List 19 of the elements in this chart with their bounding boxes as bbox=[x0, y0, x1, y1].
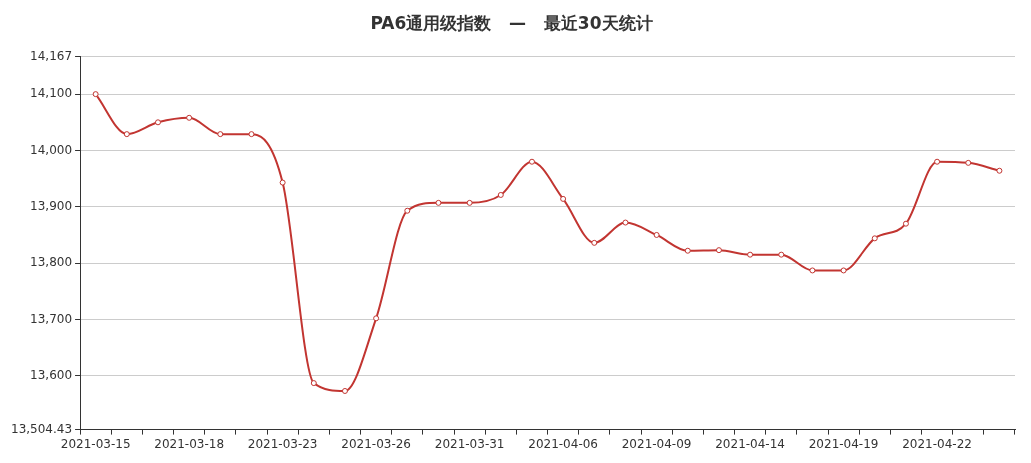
y-tick-label: 14,167 bbox=[30, 48, 73, 63]
x-tick-label: 2021-04-09 bbox=[621, 436, 692, 451]
y-tick-label: 14,100 bbox=[30, 86, 73, 101]
x-tick-label: 2021-04-19 bbox=[808, 436, 879, 451]
x-tick-label: 2021-03-26 bbox=[341, 436, 412, 451]
x-tick-label: 2021-03-18 bbox=[154, 436, 225, 451]
x-tick-label: 2021-04-22 bbox=[902, 436, 972, 451]
y-tick-label: 13,900 bbox=[30, 198, 73, 213]
x-tick-label: 2021-03-15 bbox=[60, 436, 131, 451]
y-tick-label: 13,800 bbox=[30, 255, 73, 270]
x-tick-label: 2021-04-14 bbox=[715, 436, 785, 451]
x-tick-label: 2021-03-31 bbox=[434, 436, 505, 451]
x-tick-label: 2021-04-06 bbox=[528, 436, 598, 451]
y-tick-label: 13,504.43 bbox=[10, 421, 73, 436]
y-tick-label: 13,700 bbox=[30, 311, 73, 326]
y-tick-label: 14,000 bbox=[30, 142, 73, 157]
chart-title: PA6通用级指数 — 最近30天统计 bbox=[370, 12, 653, 33]
x-tick-label: 2021-03-23 bbox=[247, 436, 318, 451]
y-tick-label: 13,600 bbox=[30, 367, 73, 382]
